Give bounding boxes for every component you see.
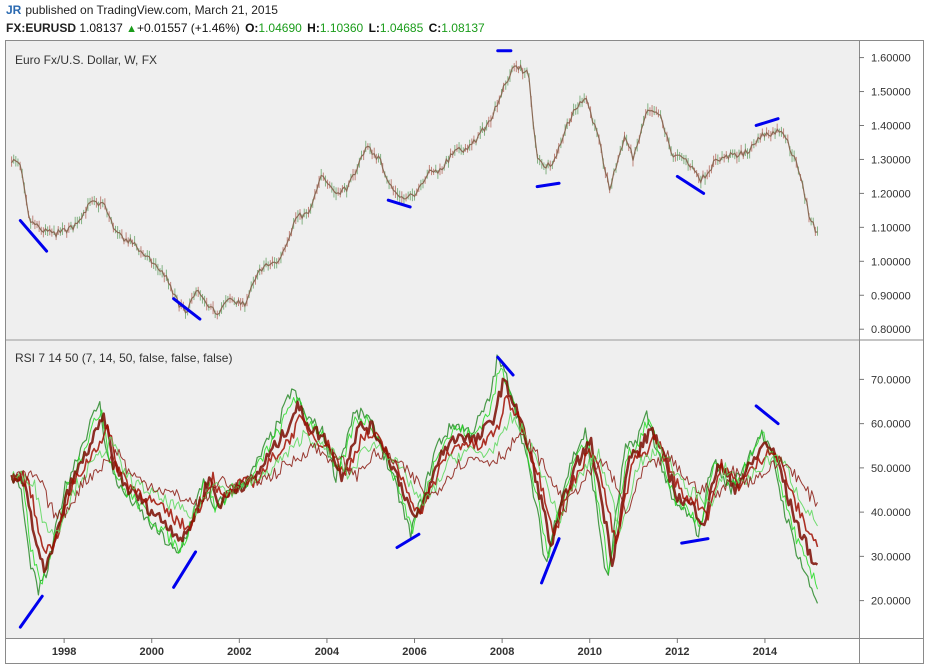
rsi-pane-title: RSI 7 14 50 (7, 14, 50, false, false, fa…	[15, 351, 232, 365]
trend-lines	[18, 49, 780, 629]
price-tick-label: 1.30000	[871, 154, 911, 166]
rsi-trend-line[interactable]	[496, 355, 515, 377]
rsi-trend-line[interactable]	[18, 594, 44, 629]
low-label: L:	[368, 21, 380, 35]
time-tick-label: 2004	[315, 646, 340, 658]
rsi-series	[10, 354, 819, 604]
rsi-tick-label: 40.0000	[871, 507, 911, 519]
published-text: published on TradingView.com, March 21, …	[25, 3, 278, 17]
price-tick-label: 1.10000	[871, 222, 911, 234]
rsi-line-2	[10, 377, 819, 574]
close-value: 1.08137	[441, 21, 485, 35]
price-tick-label: 1.50000	[871, 87, 911, 99]
symbol-label: FX:EURUSD	[6, 21, 77, 35]
rsi-tick-label: 50.0000	[871, 463, 911, 475]
rsi-line-5	[11, 432, 818, 520]
rsi-tick-label: 70.0000	[871, 374, 911, 386]
up-arrow-icon: ▲	[126, 23, 137, 35]
chart-container[interactable]: 1.60000 1.50000 1.40000 1.30000 1.20000 1.100…	[5, 40, 924, 664]
price-tick-label: 1.60000	[871, 53, 911, 65]
last-price: 1.08137	[79, 21, 123, 35]
time-tick-label: 1998	[52, 646, 76, 658]
rsi-trend-line[interactable]	[540, 537, 561, 585]
price-tick-label: 0.90000	[871, 290, 911, 302]
price-change: +0.01557 (+1.46%)	[136, 21, 240, 35]
price-series	[11, 59, 818, 320]
time-tick-label: 2002	[227, 646, 251, 658]
chart-svg[interactable]: 1.60000 1.50000 1.40000 1.30000 1.20000 1.100…	[5, 40, 924, 664]
rsi-tick-label: 20.0000	[871, 596, 911, 608]
price-tick-label: 1.20000	[871, 188, 911, 200]
price-trend-line[interactable]	[386, 198, 412, 209]
quote-line: FX:EURUSD 1.08137 ▲+0.01557 (+1.46%) O:1…	[6, 21, 485, 35]
rsi-line-3	[10, 395, 819, 555]
rsi-tick-label: 30.0000	[871, 551, 911, 563]
rsi-trend-line[interactable]	[754, 404, 780, 426]
open-label: O:	[245, 21, 259, 35]
close-label: C:	[428, 21, 442, 35]
rsi-trend-line[interactable]	[395, 532, 421, 550]
price-pane[interactable]	[6, 41, 859, 339]
price-tick-label: 1.40000	[871, 120, 911, 132]
time-tick-label: 2012	[665, 646, 689, 658]
publish-info: JR published on TradingView.com, March 21…	[6, 3, 278, 17]
time-tick-label: 2006	[402, 646, 426, 658]
rsi-line-4	[11, 411, 818, 536]
price-tick-label: 1.00000	[871, 256, 911, 268]
price-tick-label: 0.80000	[871, 324, 911, 336]
rsi-tick-label: 60.0000	[871, 419, 911, 431]
high-value: 1.10360	[319, 21, 364, 35]
time-tick-label: 2010	[577, 646, 601, 658]
price-line	[11, 64, 818, 316]
price-trend-line[interactable]	[675, 174, 706, 195]
low-value: 1.04685	[379, 21, 424, 35]
price-pane-title: Euro Fx/U.S. Dollar, W, FX	[15, 53, 157, 67]
time-tick-label: 2014	[753, 646, 778, 658]
time-tick-label: 2008	[490, 646, 514, 658]
open-value: 1.04690	[258, 21, 302, 35]
price-trend-line[interactable]	[172, 297, 202, 321]
high-label: H:	[307, 21, 320, 35]
price-trend-line[interactable]	[754, 117, 780, 127]
price-trend-line[interactable]	[535, 181, 561, 189]
author-initials[interactable]: JR	[6, 3, 22, 17]
rsi-trend-line[interactable]	[680, 537, 710, 545]
time-axis[interactable]: 1998 2000 2002 2004 2006 2008 2010 2012 2014	[52, 638, 778, 658]
rsi-trend-line[interactable]	[172, 550, 198, 589]
price-axis[interactable]: 1.60000 1.50000 1.40000 1.30000 1.20000 1.100…	[859, 53, 911, 337]
time-tick-label: 2000	[139, 646, 163, 658]
price-trend-line[interactable]	[18, 219, 49, 253]
rsi-axis[interactable]: 70.0000 60.0000 50.0000 40.0000 30.0000 20.00…	[859, 374, 911, 608]
